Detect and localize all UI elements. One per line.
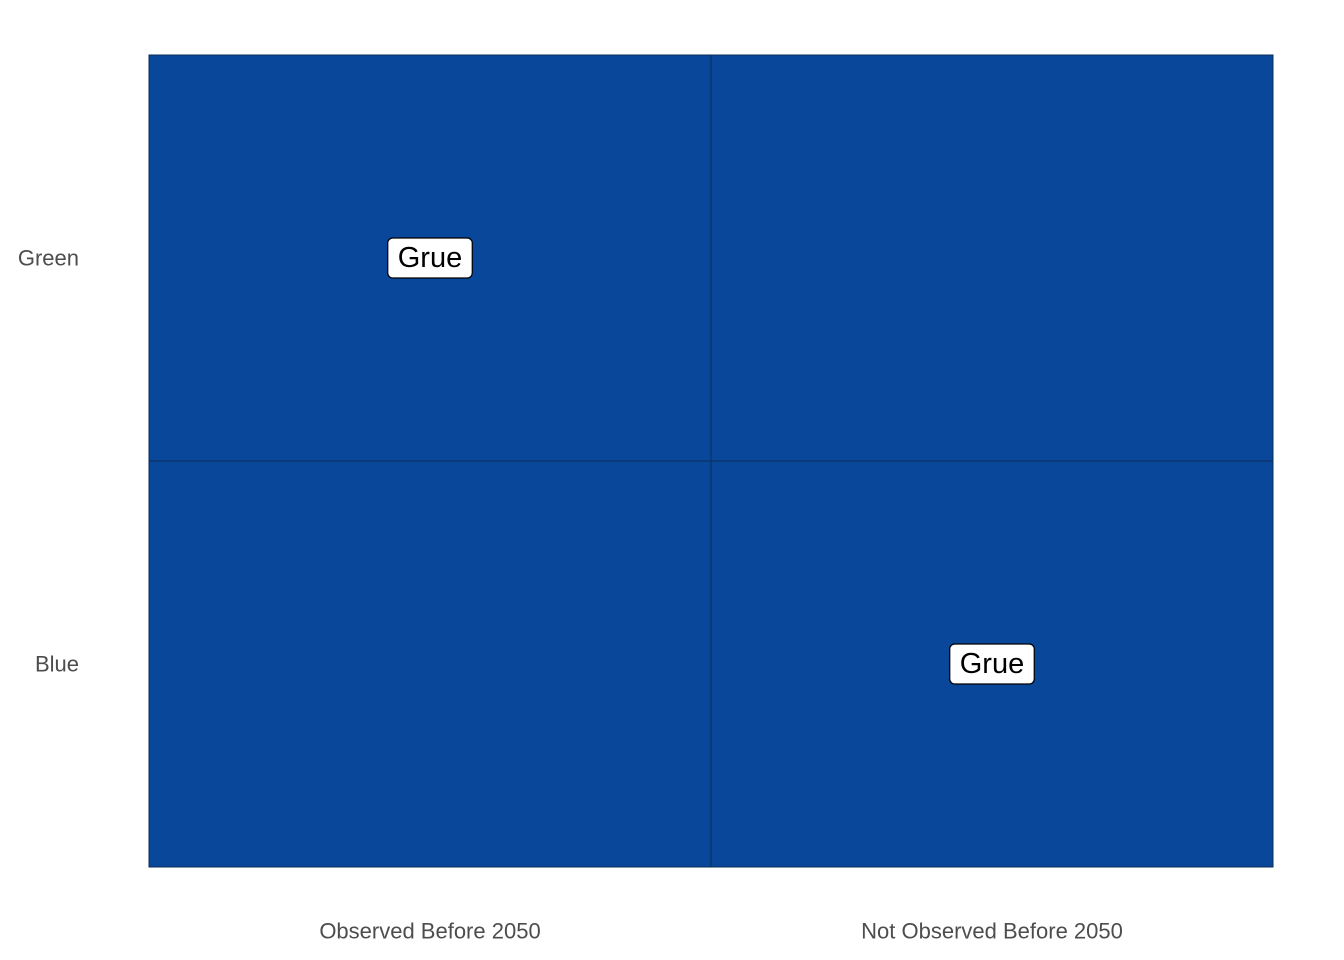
heatmap-cell-blue-observed-before-2050 — [148, 460, 712, 868]
x-axis-tick-labels: Observed Before 2050 Not Observed Before … — [319, 919, 1123, 944]
heatmap-cell-green-not-observed-before-2050 — [710, 54, 1274, 462]
heatmap-cells — [148, 54, 1274, 868]
cell-label-text: Grue — [398, 242, 462, 274]
cell-label-text: Grue — [960, 648, 1024, 680]
y-tick-label-blue: Blue — [35, 652, 79, 677]
y-axis-tick-labels: Blue Green — [18, 246, 79, 677]
cell-label-box — [387, 237, 473, 279]
x-tick-label-observed-before-2050: Observed Before 2050 — [319, 919, 540, 944]
cell-labels: Grue Grue — [387, 237, 1035, 685]
y-tick-label-green: Green — [18, 246, 79, 271]
cell-label-box — [949, 643, 1035, 685]
cell-label-blue-not-observed-before-2050: Grue — [949, 643, 1035, 685]
x-tick-label-not-observed-before-2050: Not Observed Before 2050 — [861, 919, 1123, 944]
cell-label-green-observed-before-2050: Grue — [387, 237, 473, 279]
